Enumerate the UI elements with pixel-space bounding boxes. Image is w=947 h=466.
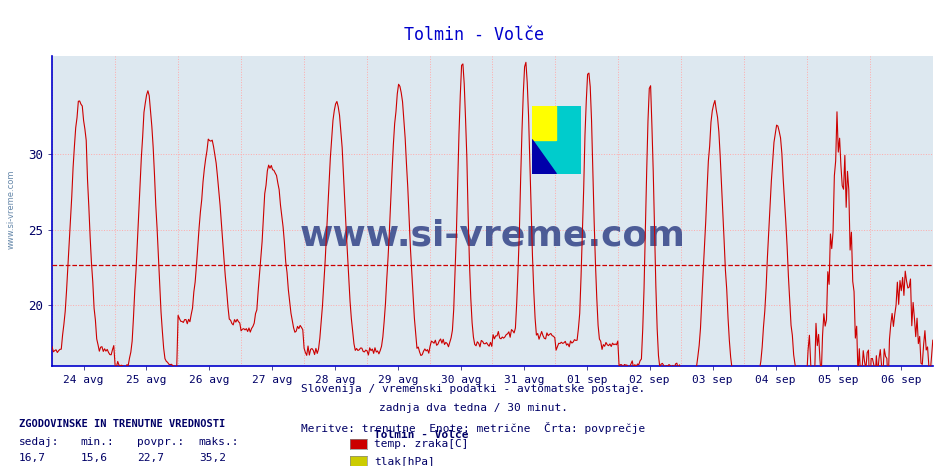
Text: Tolmin - Volče: Tolmin - Volče — [374, 430, 469, 439]
Text: zadnja dva tedna / 30 minut.: zadnja dva tedna / 30 minut. — [379, 403, 568, 413]
Text: Slovenija / vremenski podatki - avtomatske postaje.: Slovenija / vremenski podatki - avtomats… — [301, 384, 646, 394]
Text: sedaj:: sedaj: — [19, 437, 60, 447]
Text: Tolmin - Volče: Tolmin - Volče — [403, 26, 544, 44]
Text: 35,2: 35,2 — [199, 453, 226, 463]
Polygon shape — [532, 105, 556, 140]
Text: 22,7: 22,7 — [137, 453, 165, 463]
Text: 16,7: 16,7 — [19, 453, 46, 463]
Text: temp. zraka[C]: temp. zraka[C] — [374, 439, 469, 449]
Text: tlak[hPa]: tlak[hPa] — [374, 456, 435, 466]
Text: min.:: min.: — [80, 437, 115, 447]
Text: www.si-vreme.com: www.si-vreme.com — [299, 219, 686, 253]
Text: maks.:: maks.: — [199, 437, 240, 447]
Polygon shape — [532, 140, 556, 174]
Text: www.si-vreme.com: www.si-vreme.com — [7, 170, 16, 249]
Text: 15,6: 15,6 — [80, 453, 108, 463]
Text: ZGODOVINSKE IN TRENUTNE VREDNOSTI: ZGODOVINSKE IN TRENUTNE VREDNOSTI — [19, 419, 225, 429]
Text: povpr.:: povpr.: — [137, 437, 185, 447]
Text: Meritve: trenutne  Enote: metrične  Črta: povprečje: Meritve: trenutne Enote: metrične Črta: … — [301, 422, 646, 434]
